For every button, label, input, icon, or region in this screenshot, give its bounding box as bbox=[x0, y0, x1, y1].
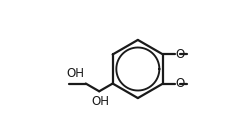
Text: OH: OH bbox=[91, 95, 109, 108]
Text: O: O bbox=[175, 77, 184, 90]
Text: O: O bbox=[175, 48, 184, 61]
Text: OH: OH bbox=[66, 67, 84, 80]
